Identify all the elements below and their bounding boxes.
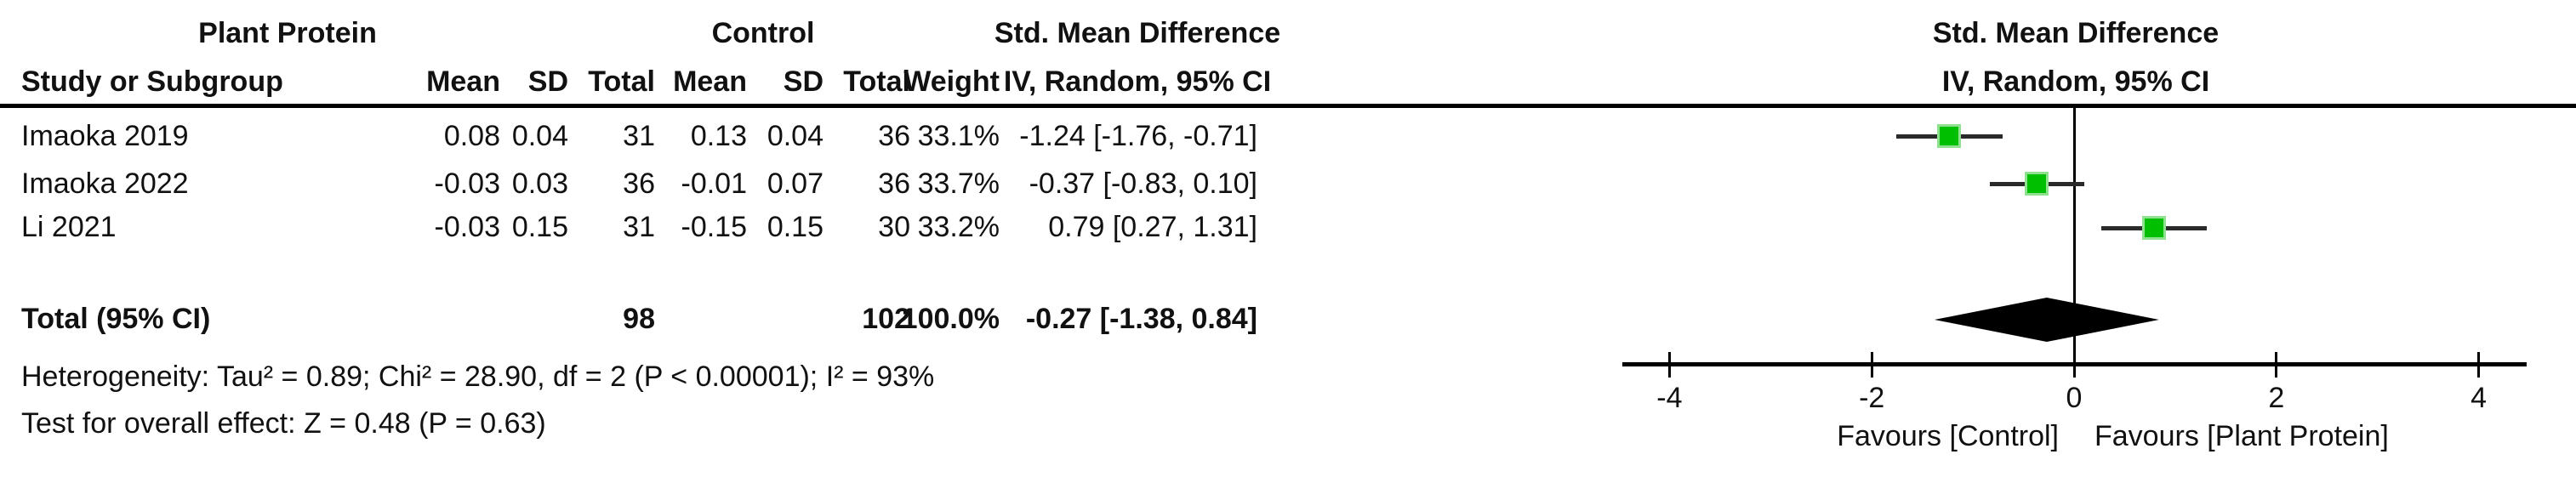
total-effect-estimate: -0.27 [-1.38, 0.84] (1025, 303, 1257, 335)
total-plant: 31 (623, 211, 655, 243)
column-header-weight: Weight (903, 65, 1000, 98)
total-n-plant: 98 (623, 303, 655, 335)
mean-control: -0.01 (681, 168, 748, 200)
forest-point-square (1936, 124, 1961, 148)
weight-value: 33.2% (917, 211, 1000, 243)
total-row-label: Total (95% CI) (21, 303, 211, 335)
axis-tick (2477, 352, 2481, 378)
effect-estimate: 0.79 [0.27, 1.31] (1048, 211, 1257, 243)
heterogeneity-stats: Heterogeneity: Tau² = 0.89; Chi² = 28.90… (21, 361, 935, 393)
favours-plant-protein-label: Favours [Plant Protein] (2094, 420, 2389, 452)
column-header-total-plant: Total (588, 65, 655, 98)
axis-tick-label: 2 (2268, 382, 2285, 414)
weight-value: 33.7% (917, 168, 1000, 200)
sd-control: 0.04 (767, 120, 824, 152)
zero-effect-line (2073, 108, 2076, 366)
total-n-control: 102 (862, 303, 910, 335)
forest-point-square (2141, 216, 2166, 240)
column-header-total-control: Total (843, 65, 910, 98)
column-header-study: Study or Subgroup (21, 65, 283, 98)
column-header-mean-control: Mean (673, 65, 747, 98)
mean-control: -0.15 (681, 211, 748, 243)
mean-plant: -0.03 (434, 211, 501, 243)
axis-tick-label: -4 (1656, 382, 1683, 414)
mean-plant: 0.08 (443, 120, 500, 152)
total-control: 30 (878, 211, 910, 243)
group-header-plant-protein: Plant Protein (198, 17, 377, 49)
total-control: 36 (878, 120, 910, 152)
axis-tick-label: 0 (2066, 382, 2083, 414)
effect-estimate: -0.37 [-0.83, 0.10] (1029, 168, 1257, 200)
weight-value: 33.1% (917, 120, 1000, 152)
effect-column-header-method: IV, Random, 95% CI (1003, 65, 1272, 98)
mean-control: 0.13 (690, 120, 747, 152)
sd-plant: 0.03 (511, 168, 568, 200)
sd-control: 0.07 (767, 168, 824, 200)
total-plant: 36 (623, 168, 655, 200)
sd-control: 0.15 (767, 211, 824, 243)
sd-plant: 0.15 (511, 211, 568, 243)
total-control: 36 (878, 168, 910, 200)
effect-column-header-title: Std. Mean Difference (994, 17, 1281, 49)
column-header-sd-control: SD (783, 65, 824, 98)
forest-point-square (2025, 172, 2049, 196)
column-header-sd-plant: SD (527, 65, 568, 98)
column-header-mean-plant: Mean (426, 65, 500, 98)
effect-estimate: -1.24 [-1.76, -0.71] (1019, 120, 1257, 152)
axis-tick (2275, 352, 2278, 378)
total-effect-diamond (1934, 298, 2159, 342)
overall-effect-test: Test for overall effect: Z = 0.48 (P = 0… (21, 407, 546, 440)
sd-plant: 0.04 (511, 120, 568, 152)
axis-tick (2072, 352, 2076, 378)
axis-tick (1667, 352, 1671, 378)
axis-tick-label: 4 (2471, 382, 2488, 414)
axis-tick-label: -2 (1859, 382, 1885, 414)
axis-tick (1870, 352, 1873, 378)
total-plant: 31 (623, 120, 655, 152)
header-divider-rule (0, 104, 2576, 108)
study-name: Imaoka 2022 (21, 168, 189, 200)
total-weight: 100.0% (901, 303, 1000, 335)
favours-control-label: Favours [Control] (1837, 420, 2059, 452)
group-header-control: Control (711, 17, 815, 49)
plot-header-method: IV, Random, 95% CI (1941, 65, 2210, 98)
study-name: Li 2021 (21, 211, 117, 243)
study-name: Imaoka 2019 (21, 120, 189, 152)
mean-plant: -0.03 (434, 168, 501, 200)
plot-header-title: Std. Mean Difference (1932, 17, 2220, 49)
